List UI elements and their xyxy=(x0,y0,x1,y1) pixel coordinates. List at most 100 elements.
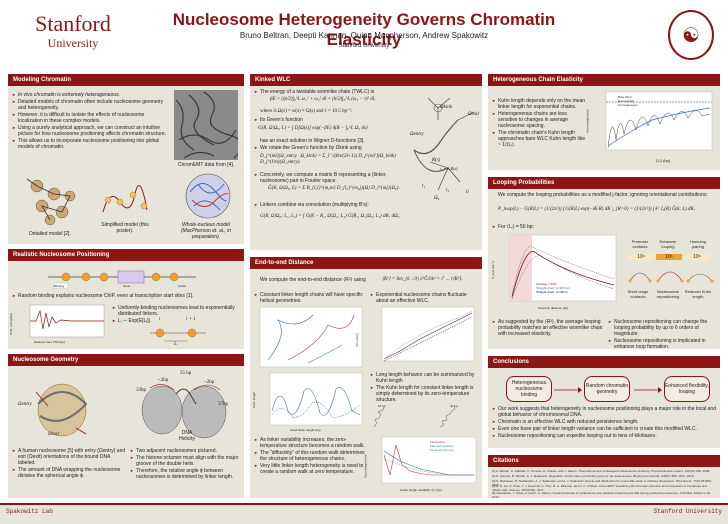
equation-convolution: G(R, Ω|Ω₀; L₁, L₂) = ∫ G(R − R₁, Ω|Ω₁; L… xyxy=(260,214,401,219)
citation-3: [3] S. Mehraeen, B. Sudhanshu, A. J. Spa… xyxy=(492,479,712,487)
conclusion-node-binding: Heterogeneous nucleosome binding xyxy=(506,376,552,402)
kinked-bullet-4: Concretely, we compute a matrix B repres… xyxy=(254,172,404,185)
list-item: Lᵢ ∼ Exp(E[Lᵢ]). xyxy=(112,318,240,324)
panel-end-to-end: End-to-end Distance We compute the end-t… xyxy=(250,257,482,498)
nucleosome-structure-image xyxy=(35,383,88,437)
list-item: Long length behavior can be summarized b… xyxy=(370,372,480,384)
section-title: Nucleosome Geometry xyxy=(8,354,244,366)
list-item: As linker variability increases, the zer… xyxy=(254,437,366,449)
kuhn-vs-linker-plot xyxy=(605,91,713,151)
list-item: Linkers combine via convolution (multipl… xyxy=(254,202,454,208)
label-omega-exit: Ωexit xyxy=(468,112,479,117)
list-item: The chromatin chain's Kuhn length approa… xyxy=(492,130,586,148)
label-2bp-right: ~2bp xyxy=(204,380,215,385)
list-item: Using a purely analytical approach, we c… xyxy=(12,125,168,137)
list-item: Constant linker length chains will have … xyxy=(254,292,364,304)
positioning-bullets-2: Uniformly-binding nucleosomes lead to ex… xyxy=(112,305,240,325)
hetero-legend-1: Bare WLC xyxy=(618,95,632,99)
panel-modeling-chromatin: Modeling Chromatin In vivo chromatin is … xyxy=(8,74,244,244)
panel-looping: Looping Probabilities We compute the loo… xyxy=(488,177,720,350)
plot3-xlabel: Linker length variability ⟨σ⟩ (bp) xyxy=(400,488,442,492)
panel-heterogeneous-elasticity: Heterogeneous Chain Elasticity Kuhn leng… xyxy=(488,74,720,170)
conclusion-bullets: Our work suggests that heterogeneity in … xyxy=(492,406,716,440)
list-item: Uniformly-binding nucleosomes lead to ex… xyxy=(112,305,240,317)
plot3-legend-3: Moderate Entropy xyxy=(430,448,454,452)
kinked-bullet-2: Its Green's function xyxy=(254,117,404,124)
label-omega-0: Ω₀ xyxy=(434,196,440,201)
list-item: We rotate the Green's function by Ωkink … xyxy=(254,145,404,151)
citation-1: [1] A. Beltran, D. Rabbani, F. Thomas, H… xyxy=(492,469,710,473)
simplified-model-image xyxy=(102,184,148,213)
dna-helicity-image xyxy=(141,384,227,439)
equation-greens: G(R, Ω|Ω₀, L) = ∫ D[Ω(s)] exp(−βE) δ(R −… xyxy=(258,126,368,131)
geometry-bullets-left: A human nucleosome [5] with entry (Ωentr… xyxy=(12,448,126,480)
label-37bp: 37bp xyxy=(218,402,228,407)
list-item: The energy of a twistable wormlike chain… xyxy=(254,89,404,95)
kink-diagram xyxy=(413,97,475,191)
plot2-ylabel: Kuhn length xyxy=(252,391,257,409)
hetero-legend-3: Homogeneous xyxy=(618,103,638,107)
gene-label-gene: Gene xyxy=(123,284,131,288)
kuhn-fixed-linker-plot xyxy=(269,372,363,426)
list-item: As suggested by the ⟨R²⟩, the average lo… xyxy=(492,319,604,337)
panel-citations: Citations [1] A. Beltran, D. Rabbani, F.… xyxy=(488,455,720,499)
label-L: L xyxy=(174,342,177,347)
endtoend-bullets-5-7: As linker variability increases, the zer… xyxy=(254,437,366,476)
endtoend-bullet-1: Constant linker length chains will have … xyxy=(254,292,364,305)
citation-2: [2] D. Kannan, B. Beltran, A. J. Spakowi… xyxy=(492,474,695,478)
endtoend-bullet-2: Exponential nucleosome chains fluctuate … xyxy=(370,292,480,305)
label-dna-helicity: DNA Helicity xyxy=(178,430,196,442)
list-item: Nucleosome repositioning is implicated i… xyxy=(608,338,718,350)
label-omega-entry: Ωentry xyxy=(18,402,32,407)
list-item: Chromatin is an effective WLC with reduc… xyxy=(492,419,716,425)
poster-affiliation: Stanford University xyxy=(338,43,390,49)
list-item: Even one base pair of linker length vari… xyxy=(492,426,716,432)
list-item: Two adjacent nucleosomes pictured. xyxy=(130,448,242,454)
panel-nucleosome-geometry: Nucleosome Geometry Ωentry Ωexit 35 bp ~… xyxy=(8,354,244,498)
label-t2: t₂ xyxy=(446,188,450,193)
looping-equation: P_loop(L) − G(R|L) = (1/(2π²)) ∫ G(R|L) … xyxy=(498,207,696,212)
kinked-bullet-3: We rotate the Green's function by Ωkink … xyxy=(254,145,404,152)
plot3-legend-1: Fluctuating xyxy=(430,440,445,444)
outcome-label-3: Reduced Kuhn length xyxy=(684,289,712,299)
footer-university: Stanford University xyxy=(653,508,722,515)
list-item: Kuhn length depends only on the mean lin… xyxy=(492,98,586,110)
label-33bp: 33bp xyxy=(136,388,146,393)
looping-probability-plot xyxy=(509,234,617,302)
detailed-model-image xyxy=(26,178,76,226)
label-origin: 0 xyxy=(466,190,469,195)
caption-whole-nucleus: Whole-nucleus model (MacPherson et. al.,… xyxy=(180,222,232,240)
kinked-bullet-5: Linkers combine via convolution (multipl… xyxy=(254,202,454,209)
endtoend-intro: We compute the end-to-end distance ⟨R²⟩ … xyxy=(260,277,366,283)
looping-for-L: For ⟨Lᵢ⟩ = 56 bp: xyxy=(492,224,592,231)
section-title: Modeling Chromatin xyxy=(8,74,244,86)
list-item: This allows us to incorporate nucleosome… xyxy=(12,138,168,150)
random-walk-images xyxy=(373,405,456,428)
conclusion-node-geometry: Random chromatin geometry xyxy=(584,376,630,402)
promoter-label-3: Homolog pairing xyxy=(689,239,706,249)
citation-5: [5] Vasudevan, T. Chua, H. and C. A. Dav… xyxy=(492,491,711,499)
plot-label-40bp: 40 bp xyxy=(450,404,458,408)
poster-header: Stanford University Nucleosome Heterogen… xyxy=(0,0,728,70)
outcome-label-1: Short range contacts xyxy=(627,289,649,299)
hetero-xlabel: ⟨Lᵢ⟩ (bp) xyxy=(656,158,671,163)
kuhn-variability-plot xyxy=(381,436,477,484)
citation-4: [4] H. D. Ou, S. Phan, T. J. Deerinck, A… xyxy=(492,484,707,492)
poster-title: Nucleosome Heterogeneity Governs Chromat… xyxy=(172,10,556,49)
occupancy-xlabel: distance from TSS (bp) xyxy=(34,340,65,344)
panel-kinked-wlc: Kinked WLC The energy of a twistable wor… xyxy=(250,74,482,250)
stanford-seal-icon: ☯ xyxy=(668,10,714,60)
modeling-bullets: In vivo chromatin is extremely heterogen… xyxy=(12,92,168,151)
caption-simplified-model: Simplified model (this poster). xyxy=(101,222,149,234)
looping-bullet-1: As suggested by the ⟨R²⟩, the average lo… xyxy=(492,319,604,338)
list-item: Its Green's function xyxy=(254,117,404,123)
plot-label-10bp: 10 bp xyxy=(378,404,386,408)
list-item: Nucleosome repositioning can change the … xyxy=(608,319,718,337)
looping-intro: We compute the looping probabilities as … xyxy=(498,192,708,198)
list-item: Nucleosome repositioning can expedite lo… xyxy=(492,433,716,439)
panel-conclusions: Conclusions Heterogeneous nucleosome bin… xyxy=(488,356,720,448)
hetero-bullets: Kuhn length depends only on the mean lin… xyxy=(492,98,586,149)
poster-footer: Spakowitz Lab Stanford University xyxy=(0,503,728,524)
footer-lab: Spakowitz Lab xyxy=(6,508,53,515)
list-item: The Kuhn length for constant linker leng… xyxy=(370,385,480,403)
